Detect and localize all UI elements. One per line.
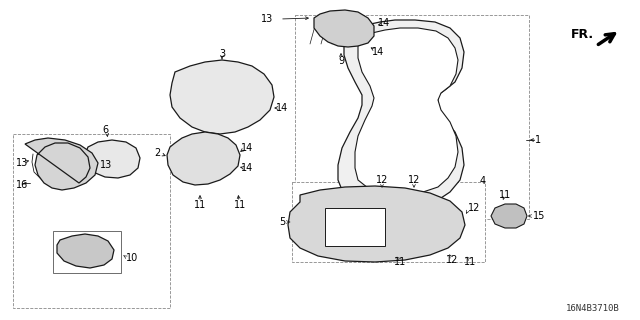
Bar xyxy=(292,182,485,262)
Text: 13: 13 xyxy=(100,160,112,170)
Text: 4: 4 xyxy=(480,176,486,186)
Text: 6: 6 xyxy=(102,125,108,135)
Polygon shape xyxy=(355,28,458,196)
Text: 3: 3 xyxy=(219,49,225,59)
Bar xyxy=(325,208,385,246)
Text: FR.: FR. xyxy=(571,28,594,41)
Text: 11: 11 xyxy=(499,190,511,200)
Text: 11: 11 xyxy=(194,200,206,210)
Polygon shape xyxy=(491,204,527,228)
Text: 14: 14 xyxy=(241,143,253,153)
Text: 16N4B3710B: 16N4B3710B xyxy=(566,304,620,313)
Text: 14: 14 xyxy=(241,163,253,173)
Bar xyxy=(13,134,170,308)
Polygon shape xyxy=(170,60,274,134)
Text: 12: 12 xyxy=(376,175,388,185)
Polygon shape xyxy=(25,138,98,190)
Bar xyxy=(295,15,529,219)
Text: 13: 13 xyxy=(261,14,273,24)
Text: 10: 10 xyxy=(126,253,138,263)
Text: 5: 5 xyxy=(279,217,285,227)
Text: 2: 2 xyxy=(154,148,160,158)
Polygon shape xyxy=(338,20,464,210)
Polygon shape xyxy=(57,234,114,268)
Polygon shape xyxy=(314,10,374,47)
Text: 14: 14 xyxy=(378,18,390,28)
Text: 12: 12 xyxy=(446,255,458,265)
Text: 11: 11 xyxy=(394,257,406,267)
Text: 12: 12 xyxy=(408,175,420,185)
Polygon shape xyxy=(167,132,240,185)
Text: 9: 9 xyxy=(338,56,344,66)
Polygon shape xyxy=(85,140,140,178)
Text: 1: 1 xyxy=(535,135,541,145)
Text: 14: 14 xyxy=(276,103,288,113)
Polygon shape xyxy=(288,186,465,262)
Bar xyxy=(53,231,121,273)
Text: 12: 12 xyxy=(468,203,481,213)
Text: 15: 15 xyxy=(533,211,545,221)
Text: 14: 14 xyxy=(372,47,384,57)
Text: 11: 11 xyxy=(234,200,246,210)
Text: 13: 13 xyxy=(16,158,28,168)
Text: 11: 11 xyxy=(464,257,476,267)
Text: 16: 16 xyxy=(16,180,28,190)
